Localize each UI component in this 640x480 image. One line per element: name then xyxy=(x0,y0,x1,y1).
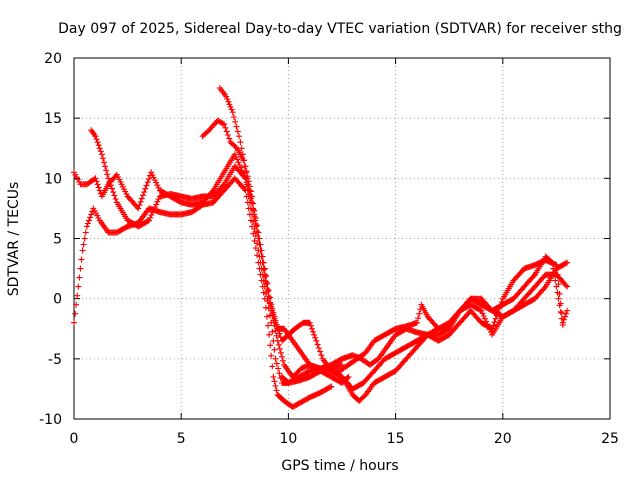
point-markers xyxy=(328,253,566,392)
y-tick-label: -5 xyxy=(48,352,62,368)
y-tick-label: 10 xyxy=(44,171,62,187)
x-tick-label: 5 xyxy=(177,431,186,447)
series-track-2 xyxy=(71,151,345,386)
y-tick-label: 5 xyxy=(53,232,62,248)
y-tick-label: 15 xyxy=(44,111,62,127)
chart-title: Day 097 of 2025, Sidereal Day-to-day VTE… xyxy=(58,21,622,37)
x-tick-label: 0 xyxy=(70,431,79,447)
x-tick-label: 20 xyxy=(494,431,512,447)
series-track-7 xyxy=(328,253,566,392)
point-markers xyxy=(88,127,352,386)
point-markers xyxy=(216,85,571,372)
x-tick-label: 15 xyxy=(387,431,405,447)
y-tick-label: 0 xyxy=(53,292,62,308)
y-tick-label: 20 xyxy=(44,51,62,67)
series-track-3 xyxy=(88,127,352,386)
point-markers xyxy=(71,151,345,386)
x-tick-label: 10 xyxy=(279,431,297,447)
y-axis-label: SDTVAR / TECUs xyxy=(6,182,22,297)
data-points xyxy=(71,85,571,410)
y-tick-label: -10 xyxy=(39,412,62,428)
axis-ticks: 0 5 10 15 20 25 -10 -5 0 5 10 15 20 xyxy=(39,51,619,447)
x-tick-label: 25 xyxy=(601,431,619,447)
point-markers xyxy=(199,117,571,374)
series-track-5 xyxy=(216,85,571,372)
series-track-4 xyxy=(199,117,571,374)
x-axis-label: GPS time / hours xyxy=(281,458,398,474)
